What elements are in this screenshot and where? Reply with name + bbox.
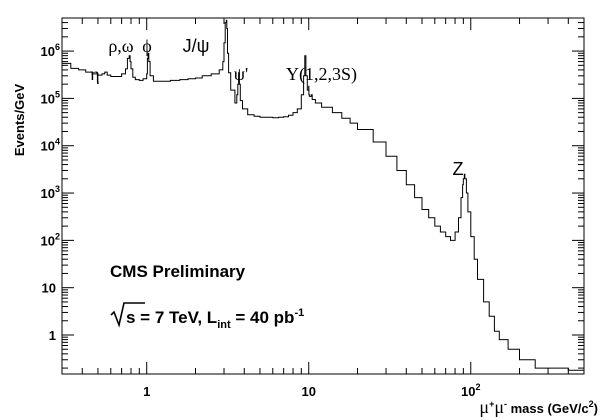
y-tick-label: 106: [41, 42, 60, 59]
x-label-minus: -: [504, 399, 507, 409]
annotation-psiprime: ψ': [234, 64, 249, 84]
annotation-jpsi: J/ψ: [183, 36, 210, 56]
x-tick-label: 1: [143, 384, 150, 399]
x-axis-ticks: 1 10 102: [143, 18, 480, 399]
y-tick-label-exp: 2: [55, 231, 60, 241]
y-tick-label-base: 10: [41, 91, 55, 106]
x-tick-label: 102: [461, 382, 480, 399]
y-tick-label-base: 1: [49, 328, 56, 343]
note-lumi-rest: = 40 pb: [231, 308, 295, 327]
x-label-rest: mass (GeV/c: [507, 401, 589, 416]
x-tick-label-base: 10: [302, 384, 316, 399]
y-tick-label-exp: 5: [55, 89, 60, 99]
x-tick-label-base: 1: [143, 384, 150, 399]
y-tick-label-base: 10: [41, 186, 55, 201]
x-label-sup: 2: [589, 399, 594, 409]
y-tick-label-base: 10: [41, 233, 55, 248]
plot-frame: [61, 17, 585, 375]
annotation-eta: η: [90, 64, 99, 84]
note-energy-main: s = 7 TeV, L: [126, 308, 217, 327]
y-tick-label-base: 10: [41, 139, 55, 154]
annotation-phi: ϕ: [142, 36, 151, 56]
x-label-plus: +: [489, 399, 494, 409]
y-tick-label: 104: [41, 137, 60, 154]
x-tick-label: 10: [302, 384, 316, 399]
note-lumi-sup: -1: [294, 307, 304, 319]
dimuon-mass-spectrum-line: [62, 19, 585, 372]
y-tick-label-base: 10: [41, 44, 55, 59]
x-axis-label: μ+μ- mass (GeV/c2): [479, 397, 598, 417]
annotation-rho-omega: ρ,ω: [108, 36, 133, 56]
x-label-close: ): [594, 401, 598, 416]
y-tick-label: 105: [41, 89, 60, 106]
x-minor-ticks: [61, 18, 585, 374]
y-tick-label-exp: 3: [55, 184, 60, 194]
y-tick-label: 10: [42, 281, 56, 296]
note-cms-preliminary: CMS Preliminary: [110, 262, 246, 281]
x-tick-label-exp: 2: [475, 382, 480, 392]
note-energy-lumi: s = 7 TeV, Lint = 40 pb-1: [110, 302, 304, 331]
y-tick-label: 1: [49, 328, 56, 343]
x-label-mu: μ: [479, 397, 489, 417]
y-axis-label: Events/GeV: [12, 84, 27, 157]
x-label-mu2: μ: [494, 397, 504, 417]
annotation-z: Z: [453, 159, 464, 179]
sqrt-sign: [110, 302, 145, 328]
note-energy-text: s = 7 TeV, Lint = 40 pb-1: [126, 307, 304, 331]
note-lumi-sub: int: [217, 319, 231, 331]
y-tick-label-exp: 4: [55, 137, 60, 147]
y-tick-label: 103: [41, 184, 60, 201]
annotation-upsilon: Υ(1,2,3S): [286, 64, 357, 85]
y-tick-label-base: 10: [42, 281, 56, 296]
x-tick-label-base: 10: [461, 384, 475, 399]
y-tick-label: 102: [41, 231, 60, 248]
y-minor-ticks: [62, 17, 584, 369]
y-tick-label-exp: 6: [55, 42, 60, 52]
